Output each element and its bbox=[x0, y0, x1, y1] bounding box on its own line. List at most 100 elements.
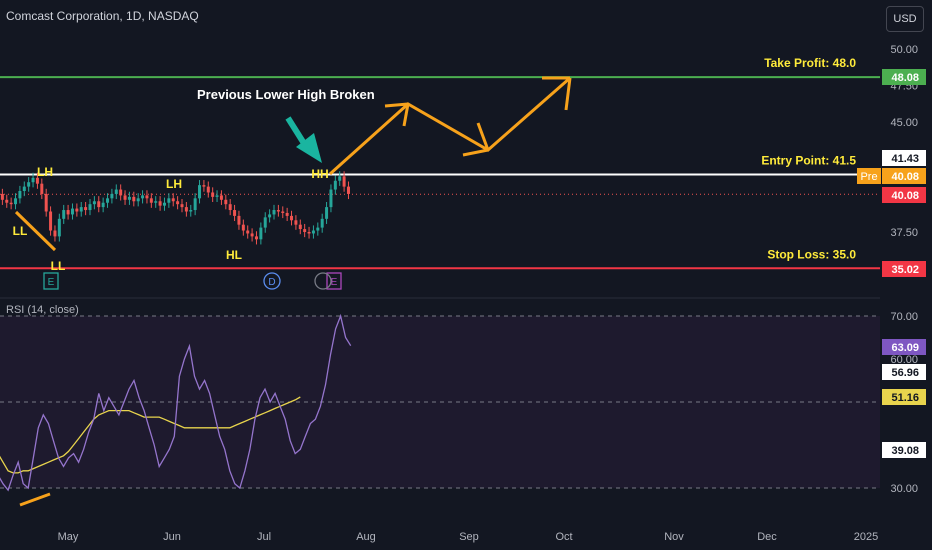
candle-body bbox=[281, 211, 285, 213]
candle-body bbox=[176, 201, 180, 205]
candle-body bbox=[206, 186, 210, 193]
rsi-tag-value-bg bbox=[882, 339, 926, 355]
candle-body bbox=[215, 195, 219, 197]
rsi-tag-upper-bg bbox=[882, 364, 926, 380]
candle-body bbox=[84, 207, 88, 211]
candle-body bbox=[325, 207, 329, 219]
time-tick-label: 2025 bbox=[854, 531, 878, 543]
candle-body bbox=[14, 198, 18, 205]
price-tick-label: 50.00 bbox=[890, 44, 918, 56]
ll-trend-line bbox=[14, 210, 57, 252]
annotation-lh-1: LH bbox=[37, 165, 53, 179]
currency-button[interactable]: USD bbox=[886, 6, 924, 32]
chart-title: Comcast Corporation, 1D, NASDAQ bbox=[6, 9, 199, 23]
price-tag-pre-bg bbox=[882, 168, 926, 184]
candle-body bbox=[79, 207, 83, 212]
candle-body bbox=[311, 230, 315, 234]
candle-body bbox=[92, 201, 96, 205]
price-tick-label: 37.50 bbox=[890, 227, 918, 239]
candle-body bbox=[114, 189, 118, 194]
candle-body bbox=[44, 193, 48, 212]
candle-body bbox=[167, 198, 171, 203]
candle-body bbox=[294, 220, 298, 225]
candle-body bbox=[110, 193, 114, 199]
candle-body bbox=[145, 195, 149, 199]
price-tag-entry: 41.43 bbox=[891, 153, 919, 165]
candle-body bbox=[263, 217, 267, 228]
candle-body bbox=[184, 207, 188, 212]
annotation-hl: HL bbox=[226, 248, 242, 262]
event-marker-d: D bbox=[268, 277, 275, 288]
candle-body bbox=[250, 233, 254, 237]
candle-body bbox=[35, 177, 39, 184]
time-tick-label: Oct bbox=[555, 531, 572, 543]
price-tag-last-bg bbox=[882, 187, 926, 203]
candle-body bbox=[27, 182, 31, 187]
rsi-ma-line bbox=[0, 396, 301, 474]
annotation-previous-lower-high: Previous Lower High Broken bbox=[197, 87, 375, 102]
candle-body bbox=[342, 176, 346, 187]
candle-body bbox=[97, 201, 101, 208]
candle-body bbox=[57, 218, 61, 237]
price-tick-label: 45.00 bbox=[890, 117, 918, 129]
candle-body bbox=[224, 199, 228, 205]
candle-body bbox=[193, 198, 197, 211]
event-marker-overlap bbox=[314, 272, 332, 290]
arrowhead-2a bbox=[462, 148, 489, 157]
annotation-ll-2: LL bbox=[51, 259, 66, 273]
candle-body bbox=[158, 201, 162, 206]
price-tag-stop-loss-bg bbox=[882, 261, 926, 277]
arrowhead-1b bbox=[402, 103, 410, 127]
time-tick-label: Nov bbox=[664, 531, 684, 543]
candle-body bbox=[228, 204, 232, 211]
candle-body bbox=[346, 186, 350, 194]
price-tag-take-profit-bg bbox=[882, 69, 926, 85]
price-tag-last: 40.08 bbox=[891, 190, 919, 202]
rsi-tag-lower: 39.08 bbox=[891, 445, 919, 457]
candle-body bbox=[285, 212, 289, 216]
candle-body bbox=[329, 189, 333, 208]
candle-body bbox=[106, 198, 110, 203]
candle-body bbox=[53, 230, 57, 237]
level-lines: Take Profit: 48.0 Entry Point: 41.5 Stop L… bbox=[0, 56, 880, 270]
candle-body bbox=[241, 224, 245, 231]
candle-body bbox=[101, 202, 105, 208]
event-marker-e1-shape bbox=[43, 272, 59, 290]
candle-body bbox=[171, 198, 175, 202]
arrowhead-3b bbox=[564, 77, 572, 111]
candle-layer bbox=[0, 171, 350, 245]
candle-body bbox=[5, 199, 9, 203]
arrowhead-1a bbox=[384, 102, 409, 108]
candle-body bbox=[149, 198, 153, 203]
time-tick-label: Dec bbox=[757, 531, 777, 543]
candle-body bbox=[254, 236, 258, 240]
price-tag-stop-loss: 35.02 bbox=[891, 264, 919, 276]
candle-body bbox=[123, 195, 127, 200]
projection-path bbox=[328, 76, 571, 176]
time-tick-label: Jun bbox=[163, 531, 181, 543]
candle-body bbox=[119, 189, 123, 196]
annotation-ll-1: LL bbox=[13, 224, 28, 238]
candle-body bbox=[127, 196, 131, 200]
pre-tag-bg bbox=[857, 168, 881, 184]
time-tick-label: Aug bbox=[356, 531, 376, 543]
candle-body bbox=[180, 204, 184, 208]
candle-body bbox=[136, 198, 140, 202]
candle-body bbox=[22, 186, 26, 192]
candle-body bbox=[66, 210, 70, 215]
candle-body bbox=[246, 230, 250, 234]
candle-body bbox=[298, 224, 302, 230]
candle-body bbox=[320, 218, 324, 228]
rsi-line bbox=[0, 313, 352, 492]
candle-body bbox=[0, 193, 4, 200]
candle-body bbox=[162, 202, 166, 206]
rsi-tick-label: 70.00 bbox=[890, 311, 918, 323]
level-label: Take Profit: 48.0 bbox=[764, 56, 856, 70]
candle-body bbox=[316, 227, 320, 231]
candle-body bbox=[338, 176, 342, 181]
candle-body bbox=[198, 185, 202, 199]
rsi-layer bbox=[0, 313, 352, 492]
candle-body bbox=[290, 215, 294, 221]
candle-body bbox=[189, 210, 193, 212]
